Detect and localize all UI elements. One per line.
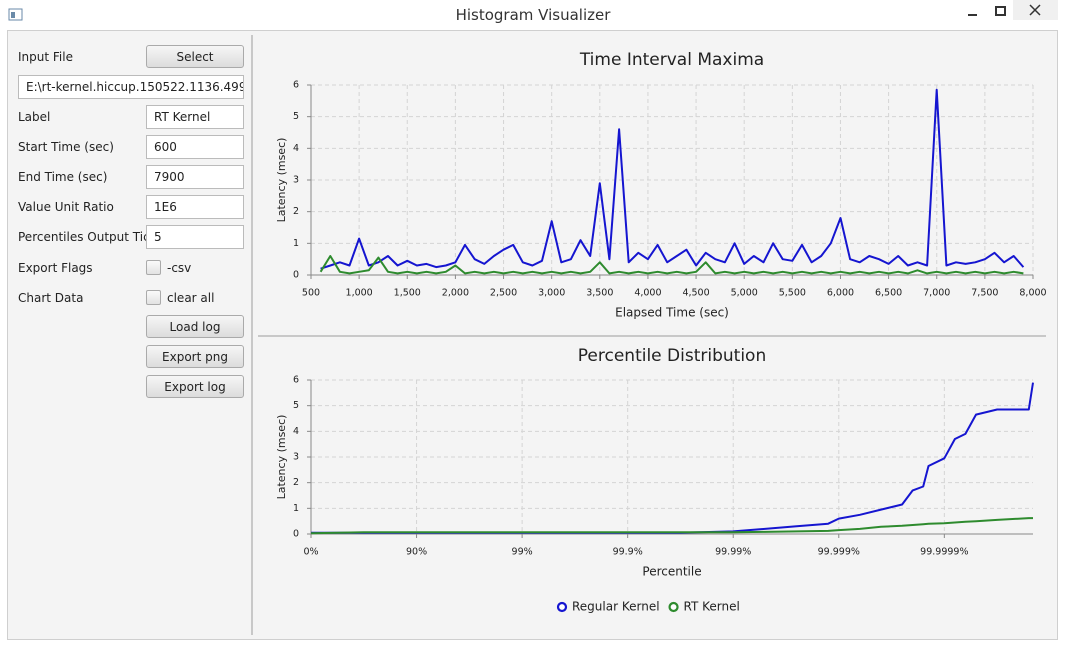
x-tick-label: 99.9% xyxy=(613,547,643,558)
x-tick-label: 99% xyxy=(512,547,533,558)
select-button[interactable]: Select xyxy=(146,45,244,68)
x-tick-label: 1,000 xyxy=(346,288,373,299)
chart-title: Percentile Distribution xyxy=(578,346,766,366)
x-tick-label: 99.9999% xyxy=(920,547,968,558)
y-tick-label: 0 xyxy=(293,529,299,540)
x-axis-label: Percentile xyxy=(642,565,701,579)
action-button[interactable]: Load log xyxy=(146,315,244,338)
splitter[interactable] xyxy=(251,35,253,635)
field-input[interactable]: RT Kernel xyxy=(146,105,244,129)
x-tick-label: 8,000 xyxy=(1019,288,1046,299)
field-input[interactable]: 600 xyxy=(146,135,244,159)
csv-checkbox-label[interactable]: -csv xyxy=(167,261,192,275)
app-icon-detail xyxy=(11,12,15,18)
action-button[interactable]: Export png xyxy=(146,345,244,368)
series-line xyxy=(320,88,1025,270)
x-tick-label: 4,500 xyxy=(682,288,709,299)
options-panel: Input File Select E:\rt-kernel.hiccup.15… xyxy=(8,31,251,639)
x-tick-label: 5,000 xyxy=(731,288,758,299)
x-tick-label: 99.99% xyxy=(715,547,751,558)
chart-data-label: Chart Data xyxy=(18,291,84,305)
x-tick-label: 5,500 xyxy=(779,288,806,299)
field-input[interactable]: 5 xyxy=(146,225,244,249)
window-title: Histogram Visualizer xyxy=(455,6,611,24)
input-file-field[interactable]: E:\rt-kernel.hiccup.150522.1136.4996.hlo… xyxy=(18,75,244,99)
csv-checkbox[interactable] xyxy=(146,260,161,275)
legend-marker xyxy=(556,601,568,613)
y-tick-label: 6 xyxy=(293,375,299,386)
field-label: Value Unit Ratio xyxy=(18,200,114,214)
x-tick-label: 6,500 xyxy=(875,288,902,299)
field-input[interactable]: 7900 xyxy=(146,165,244,189)
legend-label: RT Kernel xyxy=(684,600,740,614)
x-tick-label: 6,000 xyxy=(827,288,854,299)
y-tick-label: 1 xyxy=(293,238,299,249)
input-file-label: Input File xyxy=(18,50,73,64)
y-axis-label: Latency (msec) xyxy=(275,138,288,223)
maximize-icon[interactable] xyxy=(995,6,1006,16)
legend-marker xyxy=(668,601,679,613)
x-tick-label: 0% xyxy=(303,547,318,558)
app-icon xyxy=(8,8,23,21)
x-tick-label: 99.999% xyxy=(818,547,860,558)
y-tick-label: 1 xyxy=(293,503,299,514)
y-tick-label: 3 xyxy=(293,452,299,463)
y-tick-label: 5 xyxy=(293,111,299,122)
x-tick-label: 3,500 xyxy=(586,288,613,299)
y-tick-label: 2 xyxy=(293,477,299,488)
y-tick-label: 6 xyxy=(293,80,299,91)
y-axis-label: Latency (msec) xyxy=(275,415,288,500)
x-axis-label: Elapsed Time (sec) xyxy=(615,306,729,320)
field-label: Percentiles Output Ticks xyxy=(18,230,163,244)
x-tick-label: 2,500 xyxy=(490,288,517,299)
field-label: End Time (sec) xyxy=(18,170,108,184)
y-tick-label: 4 xyxy=(293,426,299,437)
x-tick-label: 500 xyxy=(302,288,320,299)
x-tick-label: 90% xyxy=(406,547,427,558)
series-line xyxy=(311,382,1034,534)
y-tick-label: 5 xyxy=(293,400,299,411)
export-flags-label: Export Flags xyxy=(18,261,93,275)
field-label: Label xyxy=(18,110,51,124)
y-tick-label: 3 xyxy=(293,175,299,186)
series-line xyxy=(319,255,1024,275)
action-button[interactable]: Export log xyxy=(146,375,244,398)
chart-title: Time Interval Maxima xyxy=(579,50,764,70)
clear-all-checkbox[interactable] xyxy=(146,290,161,305)
x-tick-label: 7,000 xyxy=(923,288,950,299)
field-input[interactable]: 1E6 xyxy=(146,195,244,219)
title-bar: Histogram Visualizer xyxy=(0,0,1066,30)
y-tick-label: 2 xyxy=(293,206,299,217)
x-tick-label: 7,500 xyxy=(971,288,998,299)
legend-label: Regular Kernel xyxy=(572,600,660,614)
window-chrome xyxy=(8,0,1058,21)
y-tick-label: 4 xyxy=(293,143,299,154)
x-tick-label: 4,000 xyxy=(634,288,661,299)
x-tick-label: 3,000 xyxy=(538,288,565,299)
close-icon[interactable] xyxy=(1029,4,1041,16)
x-tick-label: 1,500 xyxy=(394,288,421,299)
x-tick-label: 2,000 xyxy=(442,288,469,299)
clear-all-checkbox-label[interactable]: clear all xyxy=(167,291,215,305)
series-line xyxy=(310,517,1033,535)
y-tick-label: 0 xyxy=(293,270,299,281)
field-label: Start Time (sec) xyxy=(18,140,114,154)
